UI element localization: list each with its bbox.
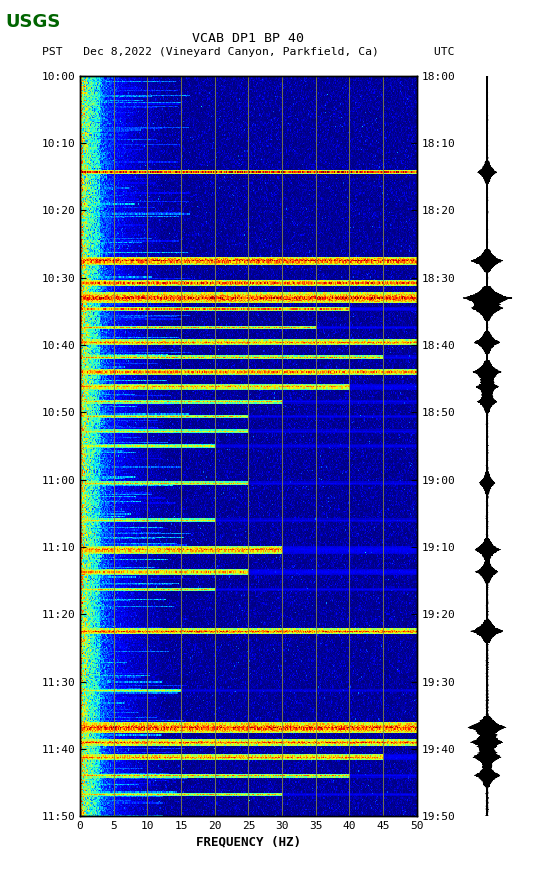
X-axis label: FREQUENCY (HZ): FREQUENCY (HZ) — [196, 835, 301, 848]
Text: VCAB DP1 BP 40: VCAB DP1 BP 40 — [193, 32, 304, 45]
Text: USGS: USGS — [6, 13, 61, 31]
Text: PST   Dec 8,2022 (Vineyard Canyon, Parkfield, Ca)        UTC: PST Dec 8,2022 (Vineyard Canyon, Parkfie… — [42, 46, 455, 57]
